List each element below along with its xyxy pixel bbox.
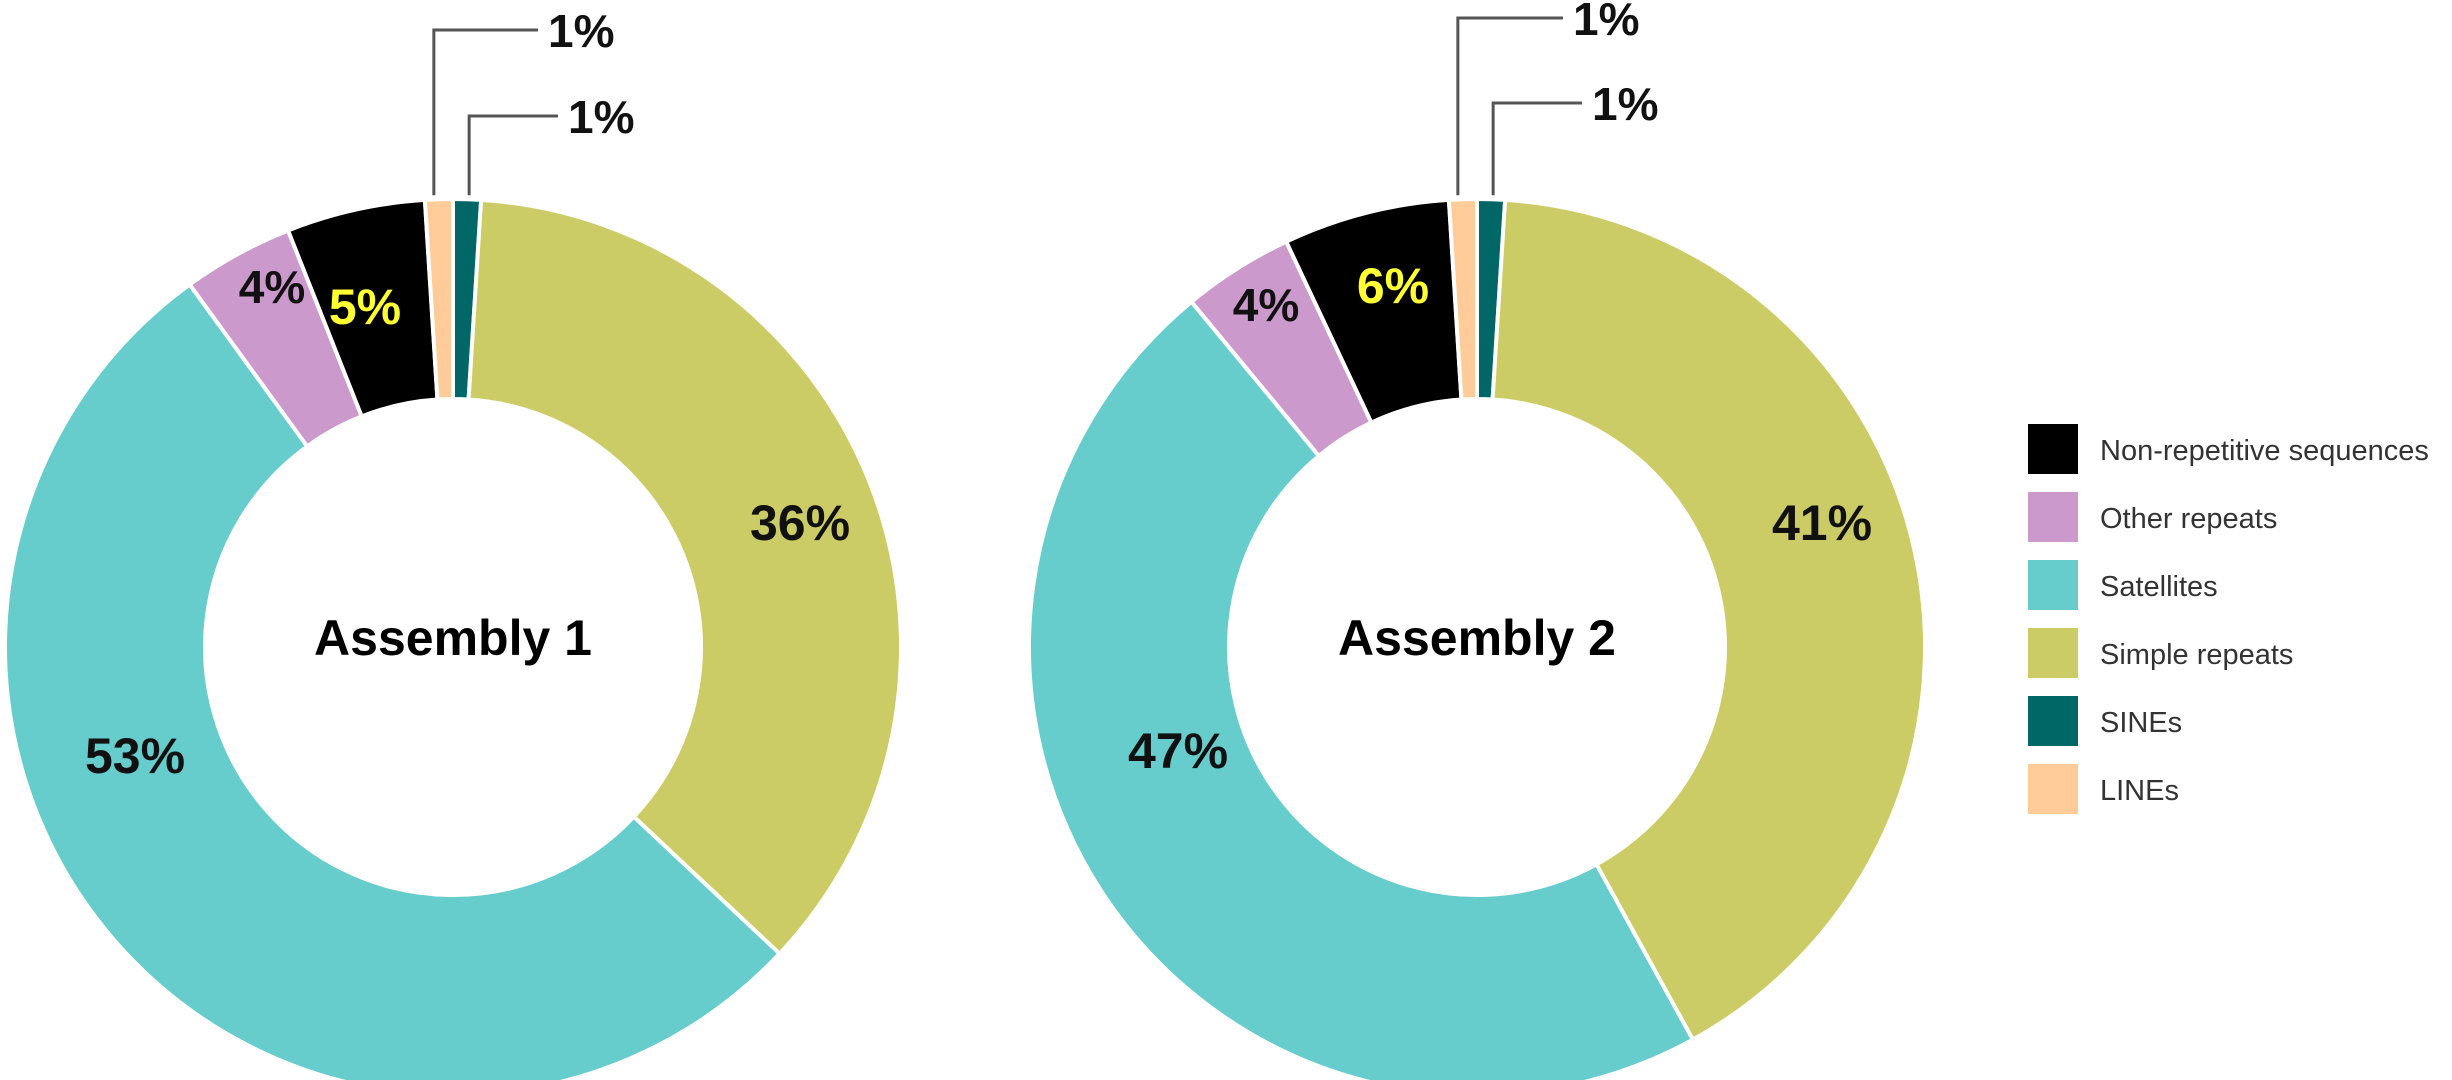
leader-line-lines-assembly-1: [432, 28, 538, 196]
legend-item-satellites: Satellites: [2028, 560, 2218, 610]
legend-swatch-non-repetitive: [2028, 424, 2078, 474]
legend-swatch-satellites: [2028, 560, 2078, 610]
legend-label-other-repeats: Other repeats: [2100, 503, 2277, 535]
slice-satellites-assembly-1: [3, 281, 783, 1080]
legend-label-sines: SINEs: [2100, 707, 2182, 739]
legend-swatch-lines: [2028, 764, 2078, 814]
label-non-repetitive-assembly-2: 6%: [1357, 258, 1429, 314]
slice-simple-repeats-assembly-2: [1490, 197, 1927, 1043]
label-lines-assembly-1: 1%: [548, 5, 614, 57]
legend-swatch-simple-repeats: [2028, 628, 2078, 678]
slice-lines-assembly-1: [422, 196, 455, 402]
slice-lines-assembly-2: [1446, 196, 1479, 402]
legend-label-non-repetitive: Non-repetitive sequences: [2100, 435, 2429, 467]
legend: Non-repetitive sequences Other repeats S…: [2028, 424, 2429, 814]
donut-assembly-1: Assembly 1 5% 4% 53% 36% 1% 1%: [3, 5, 903, 1080]
legend-label-lines: LINEs: [2100, 775, 2179, 807]
legend-label-satellites: Satellites: [2100, 571, 2218, 603]
legend-swatch-sines: [2028, 696, 2078, 746]
legend-item-other-repeats: Other repeats: [2028, 492, 2277, 542]
legend-item-non-repetitive: Non-repetitive sequences: [2028, 424, 2429, 474]
leader-line-sines-assembly-1: [467, 114, 558, 196]
legend-item-simple-repeats: Simple repeats: [2028, 628, 2293, 678]
legend-item-sines: SINEs: [2028, 696, 2182, 746]
label-sines-assembly-2: 1%: [1592, 78, 1658, 130]
legend-item-lines: LINEs: [2028, 764, 2179, 814]
label-sines-assembly-1: 1%: [568, 91, 634, 143]
leader-line-lines-assembly-2: [1456, 16, 1563, 196]
slice-simple-repeats-assembly-1: [466, 197, 903, 957]
label-other-repeats-assembly-2: 4%: [1233, 279, 1299, 331]
legend-swatch-other-repeats: [2028, 492, 2078, 542]
label-simple-repeats-assembly-1: 36%: [750, 495, 850, 551]
center-label-assembly-2: Assembly 2: [1338, 610, 1616, 666]
legend-label-simple-repeats: Simple repeats: [2100, 639, 2293, 671]
label-other-repeats-assembly-1: 4%: [239, 261, 305, 313]
label-lines-assembly-2: 1%: [1573, 0, 1639, 45]
label-satellites-assembly-2: 47%: [1128, 723, 1228, 779]
label-non-repetitive-assembly-1: 5%: [329, 279, 401, 335]
slice-satellites-assembly-2: [1027, 298, 1696, 1080]
label-satellites-assembly-1: 53%: [85, 728, 185, 784]
label-simple-repeats-assembly-2: 41%: [1772, 495, 1872, 551]
center-label-assembly-1: Assembly 1: [314, 610, 592, 666]
donut-assembly-2: Assembly 2 6% 4% 47% 41% 1% 1%: [1027, 0, 1927, 1080]
leader-line-sines-assembly-2: [1491, 101, 1582, 196]
